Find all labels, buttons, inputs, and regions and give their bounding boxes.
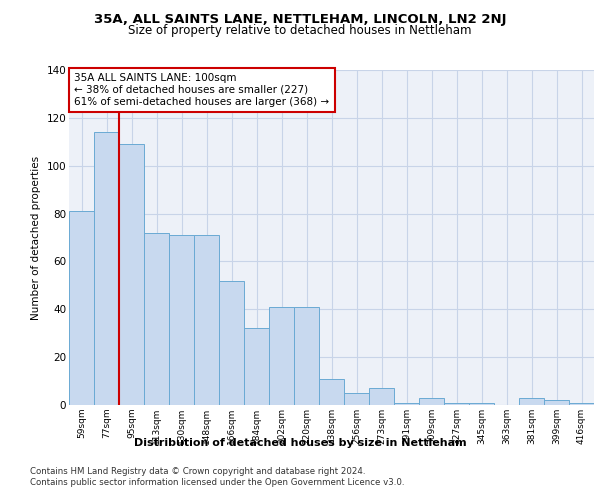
Text: Distribution of detached houses by size in Nettleham: Distribution of detached houses by size … — [134, 438, 466, 448]
Y-axis label: Number of detached properties: Number of detached properties — [31, 156, 41, 320]
Bar — [519, 398, 544, 405]
Bar — [369, 388, 394, 405]
Bar — [144, 232, 169, 405]
Bar — [394, 402, 419, 405]
Bar — [69, 211, 94, 405]
Bar — [419, 398, 444, 405]
Bar — [244, 328, 269, 405]
Bar — [294, 307, 319, 405]
Bar — [444, 402, 469, 405]
Bar — [469, 402, 494, 405]
Bar — [119, 144, 144, 405]
Text: 35A, ALL SAINTS LANE, NETTLEHAM, LINCOLN, LN2 2NJ: 35A, ALL SAINTS LANE, NETTLEHAM, LINCOLN… — [94, 12, 506, 26]
Text: 35A ALL SAINTS LANE: 100sqm
← 38% of detached houses are smaller (227)
61% of se: 35A ALL SAINTS LANE: 100sqm ← 38% of det… — [74, 74, 329, 106]
Text: Size of property relative to detached houses in Nettleham: Size of property relative to detached ho… — [128, 24, 472, 37]
Bar — [344, 393, 369, 405]
Bar — [194, 235, 219, 405]
Bar — [569, 402, 594, 405]
Bar — [269, 307, 294, 405]
Bar — [169, 235, 194, 405]
Bar — [319, 378, 344, 405]
Bar — [94, 132, 119, 405]
Text: Contains HM Land Registry data © Crown copyright and database right 2024.
Contai: Contains HM Land Registry data © Crown c… — [30, 468, 404, 487]
Bar — [219, 280, 244, 405]
Bar — [544, 400, 569, 405]
